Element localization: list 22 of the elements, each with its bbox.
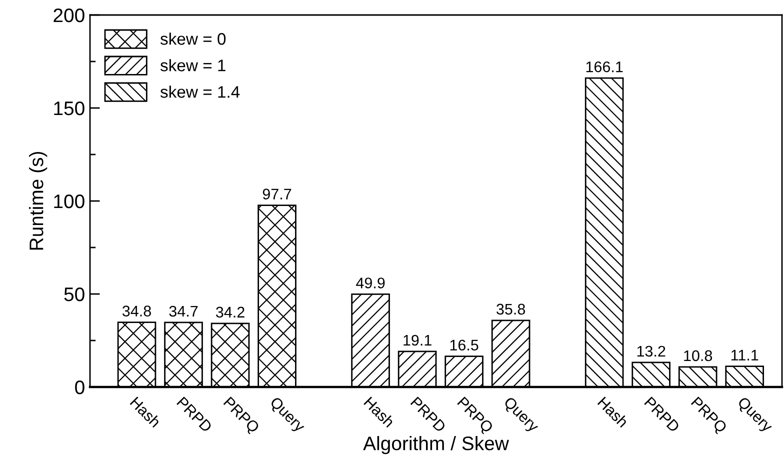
data-label: 34.7: [169, 306, 198, 317]
legend-label: skew = 1.4: [160, 86, 240, 98]
data-label: 10.8: [684, 350, 712, 362]
legend-label: skew = 0: [160, 32, 226, 45]
y-tick-label: 0: [75, 380, 84, 394]
data-label: 166.1: [586, 61, 623, 72]
y-axis-title: Runtime (s): [29, 152, 48, 250]
data-label: 49.9: [356, 278, 385, 288]
data-label: 34.2: [216, 306, 244, 318]
data-label: 34.8: [122, 306, 151, 316]
x-axis-title: Algorithm / Skew: [363, 436, 509, 454]
data-label: 97.7: [262, 188, 292, 200]
y-tick-label: 100: [54, 194, 84, 208]
y-tick-label: 200: [54, 8, 84, 22]
data-label: 16.5: [450, 340, 478, 351]
y-tick-label: 150: [54, 101, 84, 116]
legend-label: skew = 1: [160, 59, 226, 72]
data-label: 19.1: [404, 334, 432, 346]
data-label: 11.1: [731, 350, 758, 360]
y-tick-label: 50: [64, 287, 84, 302]
data-label: 13.2: [637, 346, 666, 357]
data-label: 35.8: [496, 304, 526, 315]
